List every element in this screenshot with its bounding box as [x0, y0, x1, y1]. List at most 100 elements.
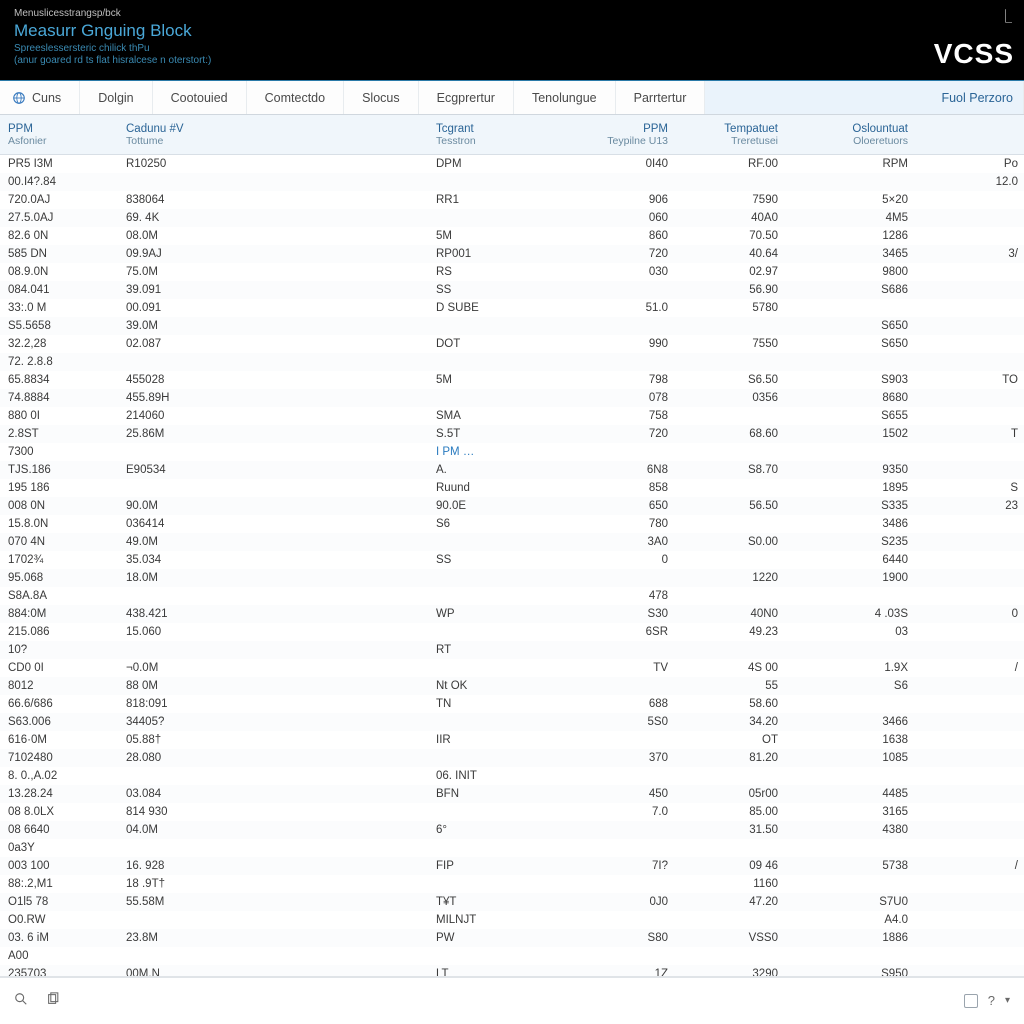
tab-cootouied[interactable]: Cootouied	[153, 81, 247, 114]
cell: 08 6640	[0, 824, 118, 836]
table-row[interactable]: 23570300M.NLT1Z3290S950	[0, 965, 1024, 977]
tab-slocus[interactable]: Slocus	[344, 81, 419, 114]
cell: 1.9X	[808, 662, 938, 674]
table-row[interactable]: 08 8.0LX814 9307.085.003165	[0, 803, 1024, 821]
cell: 32.2,28	[0, 338, 118, 350]
table-row[interactable]: 8. 0.,A.0206. INIT	[0, 767, 1024, 785]
table-row[interactable]: 1702¾35.034SS06440	[0, 551, 1024, 569]
table-row[interactable]: TJS.186E90534A.6N8S8.709350	[0, 461, 1024, 479]
tab-dolgin[interactable]: Dolgin	[80, 81, 152, 114]
table-row[interactable]: O0.RWMILNJTA4.0	[0, 911, 1024, 929]
table-row[interactable]: 08.9.0N75.0MRS03002.979800	[0, 263, 1024, 281]
cell: /	[938, 860, 1024, 872]
table-row[interactable]: 720.0AJ838064RR190675905×20	[0, 191, 1024, 209]
column-header-title: Tcgrant	[436, 123, 588, 135]
table-row[interactable]: 08 664004.0M6°31.504380	[0, 821, 1024, 839]
table-row[interactable]: A00	[0, 947, 1024, 965]
table-row[interactable]: 884:0M438.421WPS3040N04 .03S0	[0, 605, 1024, 623]
cell: 3165	[808, 806, 938, 818]
table-row[interactable]: 33:.0 M00.091D SUBE51.05780	[0, 299, 1024, 317]
cell: 906	[588, 194, 698, 206]
cell: SS	[428, 554, 588, 566]
table-row[interactable]: CD0 0I¬0.0MTV4S 001.9X/	[0, 659, 1024, 677]
column-header[interactable]: OslountuatOloeretuors	[808, 115, 938, 154]
footer-box-icon[interactable]	[964, 994, 978, 1008]
tab-ecgprertur[interactable]: Ecgprertur	[419, 81, 514, 114]
cell: 47.20	[698, 896, 808, 908]
tab-comtectdo[interactable]: Comtectdo	[247, 81, 344, 114]
table-row[interactable]: S8A.8A478	[0, 587, 1024, 605]
cell: 0a3Y	[0, 842, 118, 854]
table-row[interactable]: 95.06818.0M12201900	[0, 569, 1024, 587]
table-row[interactable]: 10?RT	[0, 641, 1024, 659]
table-row[interactable]: 003 10016. 928FIP7I?09 465738/	[0, 857, 1024, 875]
cell: O1l5 78	[0, 896, 118, 908]
cell: 1895	[808, 482, 938, 494]
table-row[interactable]: 2.8ST25.86MS.5T72068.601502T	[0, 425, 1024, 443]
column-header[interactable]: TcgrantTesstron	[428, 115, 588, 154]
table-row[interactable]: 585 DN09.9AJRP00172040.6434653/	[0, 245, 1024, 263]
cell: 858	[588, 482, 698, 494]
cell: 4 .03S	[808, 608, 938, 620]
table-row[interactable]: 070 4N49.0M3A0S0.00S235	[0, 533, 1024, 551]
table-row[interactable]: S63.00634405?5S034.203466	[0, 713, 1024, 731]
table-row[interactable]: 084.04139.091SS56.90S686	[0, 281, 1024, 299]
help-icon[interactable]: ?	[988, 993, 995, 1008]
table-row[interactable]: 82.6 0N08.0M5M86070.501286	[0, 227, 1024, 245]
table-row[interactable]: 801288 0MNt OK55S6	[0, 677, 1024, 695]
table-row[interactable]: 65.88344550285M798S6.50S903TO	[0, 371, 1024, 389]
table-row[interactable]: 27.5.0AJ69. 4K06040A04M5	[0, 209, 1024, 227]
table-row[interactable]: 00.I4?.8412.0	[0, 173, 1024, 191]
cell: 34405?	[118, 716, 268, 728]
copy-icon[interactable]	[46, 992, 60, 1009]
cell: 49.0M	[118, 536, 268, 548]
dropdown-caret-icon[interactable]: ▾	[1005, 995, 1010, 1006]
search-icon[interactable]	[14, 992, 28, 1009]
cell: 34.20	[698, 716, 808, 728]
table-row[interactable]: S5.565839.0MS650	[0, 317, 1024, 335]
cell: DPM	[428, 158, 588, 170]
table-row[interactable]: 32.2,2802.087DOT9907550S650	[0, 335, 1024, 353]
column-header[interactable]: PPMTeypilne U13	[588, 115, 698, 154]
table-row[interactable]: 215.08615.0606SR49.2303	[0, 623, 1024, 641]
cell: Ruund	[428, 482, 588, 494]
cell: 880 0I	[0, 410, 118, 422]
table-row[interactable]: 008 0N90.0M90.0E65056.50S33523	[0, 497, 1024, 515]
tab-parrtertur[interactable]: Parrtertur	[616, 81, 706, 114]
table-row[interactable]: 616·0M05.88†IIROT1638	[0, 731, 1024, 749]
table-row[interactable]: 03. 6 iM23.8MPWS80VSS01886	[0, 929, 1024, 947]
footer-bar: ? ▾	[0, 977, 1024, 1023]
table-row[interactable]: O1l5 7855.58MT¥T0J047.20S7U0	[0, 893, 1024, 911]
table-row[interactable]: 15.8.0N036414S67803486	[0, 515, 1024, 533]
tab-fuol perzoro[interactable]: Fuol Perzoro	[705, 81, 1024, 114]
table-row[interactable]: 195 186Ruund8581895S	[0, 479, 1024, 497]
brand-logo: VCSS	[934, 38, 1014, 70]
table-row[interactable]: 0a3Y	[0, 839, 1024, 857]
column-header[interactable]	[268, 115, 428, 154]
column-header[interactable]: PPMAsfonier	[0, 115, 118, 154]
cell: 0J0	[588, 896, 698, 908]
column-header[interactable]: Cadunu #VTottume	[118, 115, 268, 154]
table-row[interactable]: PR5 I3MR10250DPM0I40RF.00RPMPo	[0, 155, 1024, 173]
tab-tenolungue[interactable]: Tenolungue	[514, 81, 616, 114]
table-row[interactable]: 74.8884455.89H07803568680	[0, 389, 1024, 407]
tab-cuns[interactable]: Cuns	[0, 81, 80, 114]
cell: 09.9AJ	[118, 248, 268, 260]
cell: 2.8ST	[0, 428, 118, 440]
table-row[interactable]: 72. 2.8.8	[0, 353, 1024, 371]
cell: VSS0	[698, 932, 808, 944]
column-header[interactable]: TempatuetTreretusei	[698, 115, 808, 154]
cell: S30	[588, 608, 698, 620]
cell: RR1	[428, 194, 588, 206]
column-header-sub: Teypilne U13	[596, 135, 668, 147]
cell: 070 4N	[0, 536, 118, 548]
cell: 215.086	[0, 626, 118, 638]
column-header[interactable]	[938, 115, 1024, 154]
table-row[interactable]: 7300I PM …	[0, 443, 1024, 461]
table-row[interactable]: 66.6/686818:091TN68858.60	[0, 695, 1024, 713]
table-row[interactable]: 710248028.08037081.201085	[0, 749, 1024, 767]
window-control-icon[interactable]: ⎿	[999, 6, 1012, 25]
table-row[interactable]: 13.28.2403.084BFN45005r004485	[0, 785, 1024, 803]
table-row[interactable]: 880 0I214060SMA758S655	[0, 407, 1024, 425]
table-row[interactable]: 88:.2,M118 .9T†1160	[0, 875, 1024, 893]
